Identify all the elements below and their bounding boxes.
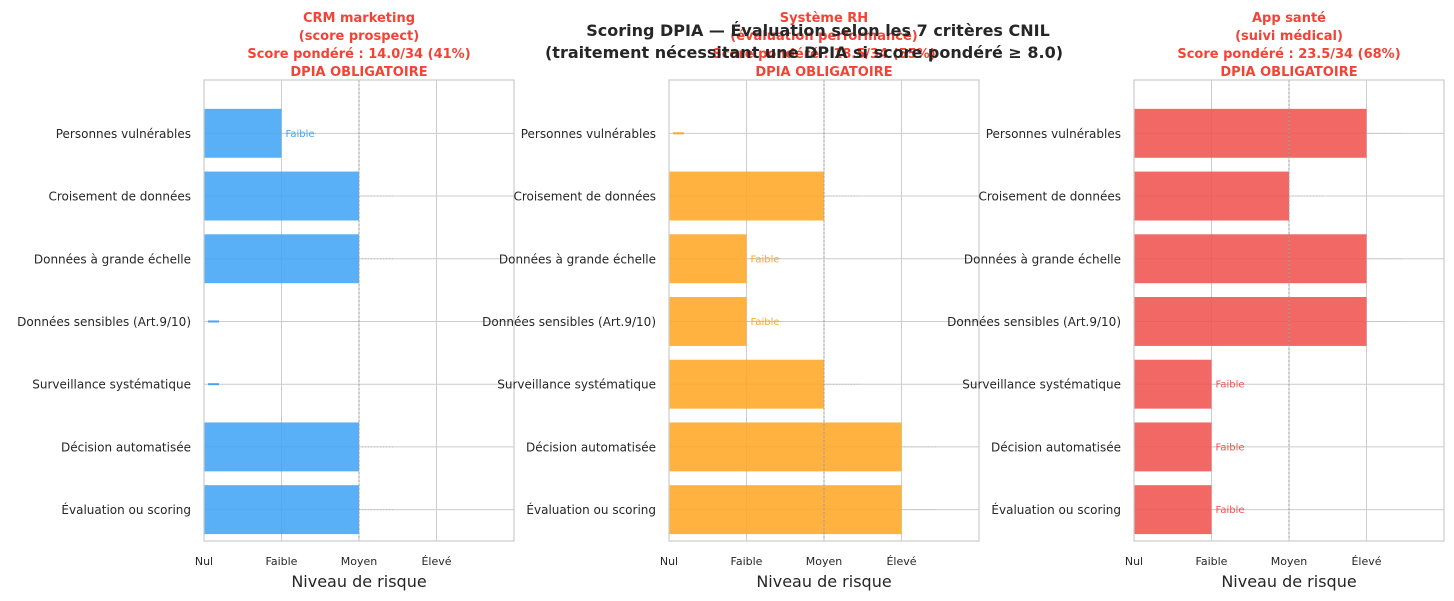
bar — [1134, 108, 1367, 158]
bar — [669, 297, 747, 346]
panel-sante: Faible Faible Faible Personnes vulnérables C… — [947, 11, 1445, 591]
bar — [669, 234, 747, 284]
panel-rh: Faible Faible Personnes vulnérables Croisem… — [482, 11, 980, 591]
x-tick-label: Faible — [1196, 555, 1228, 568]
x-tick-label: Faible — [731, 555, 763, 568]
y-tick-label: Données à grande échelle — [34, 252, 191, 266]
x-tick-label: Nul — [1125, 555, 1143, 568]
bar — [204, 485, 359, 535]
y-tick-label: Données sensibles (Art.9/10) — [482, 315, 656, 329]
y-tick-label: Décision automatisée — [991, 440, 1121, 454]
axes-frame — [203, 79, 515, 542]
axes-frame — [668, 79, 980, 542]
panel-title-line: Score pondéré : 14.0/34 (41%) — [247, 47, 470, 62]
bar — [1134, 359, 1212, 409]
panel-title-line: (suivi médical) — [1235, 29, 1343, 44]
bar — [204, 108, 282, 158]
panel-title-line: CRM marketing — [303, 11, 415, 26]
bar-value-label: Faible — [751, 317, 780, 328]
x-tick-label: Faible — [266, 555, 298, 568]
bar — [669, 422, 902, 472]
x-axis-label: Niveau de risque — [291, 572, 426, 591]
panel-title-line: Score pondéré : 18.5/34 (55%) — [712, 47, 935, 62]
y-tick-label: Personnes vulnérables — [521, 127, 656, 141]
y-tick-label: Surveillance systématique — [32, 378, 191, 392]
bar-value-label: Faible — [751, 254, 780, 265]
x-tick-label: Moyen — [1271, 555, 1307, 568]
panel-title-line: Système RH — [780, 11, 868, 26]
bar — [204, 422, 359, 472]
y-tick-label: Croisement de données — [513, 190, 656, 204]
bar — [1134, 297, 1367, 346]
y-tick-label: Évaluation ou scoring — [991, 502, 1121, 517]
panel-title-line: Score pondéré : 23.5/34 (68%) — [1177, 47, 1400, 62]
panel-title-line: DPIA OBLIGATOIRE — [290, 65, 427, 80]
bar — [1134, 234, 1367, 284]
bar — [669, 485, 902, 535]
figure-title-line2: (traitement nécessitant une DPIA si scor… — [545, 43, 1063, 62]
panel-title-line: DPIA OBLIGATOIRE — [755, 65, 892, 80]
y-tick-label: Surveillance systématique — [962, 378, 1121, 392]
y-tick-label: Croisement de données — [978, 190, 1121, 204]
bar — [204, 234, 359, 284]
bar-value-label: Faible — [1216, 380, 1245, 391]
bar — [204, 171, 359, 221]
x-tick-label: Moyen — [806, 555, 842, 568]
panel-title-line: DPIA OBLIGATOIRE — [1220, 65, 1357, 80]
bar — [669, 171, 824, 221]
x-tick-label: Nul — [660, 555, 678, 568]
figure-title-line1: Scoring DPIA — Évaluation selon les 7 cr… — [586, 21, 1050, 40]
x-tick-label: Élevé — [886, 555, 916, 568]
y-tick-label: Évaluation ou scoring — [526, 502, 656, 517]
bar — [669, 359, 824, 409]
bar — [1134, 422, 1212, 472]
y-tick-label: Données à grande échelle — [964, 252, 1121, 266]
x-tick-label: Élevé — [421, 555, 451, 568]
panel-title-line: App santé — [1252, 11, 1326, 26]
x-tick-label: Élevé — [1351, 555, 1381, 568]
x-axis-label: Niveau de risque — [1221, 572, 1356, 591]
bar-value-label: Faible — [1216, 505, 1245, 516]
axes-frame — [1133, 79, 1445, 542]
y-tick-label: Croisement de données — [48, 190, 191, 204]
panel-crm: Faible Personnes vulnérables Croisement de… — [17, 11, 515, 591]
y-tick-label: Données à grande échelle — [499, 252, 656, 266]
x-tick-label: Moyen — [341, 555, 377, 568]
y-tick-label: Données sensibles (Art.9/10) — [947, 315, 1121, 329]
x-tick-label: Nul — [195, 555, 213, 568]
panel-title-line: (score prospect) — [299, 29, 419, 44]
y-tick-label: Décision automatisée — [61, 440, 191, 454]
y-tick-label: Personnes vulnérables — [986, 127, 1121, 141]
y-tick-label: Surveillance systématique — [497, 378, 656, 392]
y-tick-label: Données sensibles (Art.9/10) — [17, 315, 191, 329]
x-axis-label: Niveau de risque — [756, 572, 891, 591]
bar-value-label: Faible — [286, 129, 315, 140]
bar-value-label: Faible — [1216, 442, 1245, 453]
bar — [1134, 171, 1289, 221]
y-tick-label: Décision automatisée — [526, 440, 656, 454]
bar — [1134, 485, 1212, 535]
y-tick-label: Personnes vulnérables — [56, 127, 191, 141]
y-tick-label: Évaluation ou scoring — [61, 502, 191, 517]
panel-title-line: (évaluation performance) — [730, 29, 917, 44]
